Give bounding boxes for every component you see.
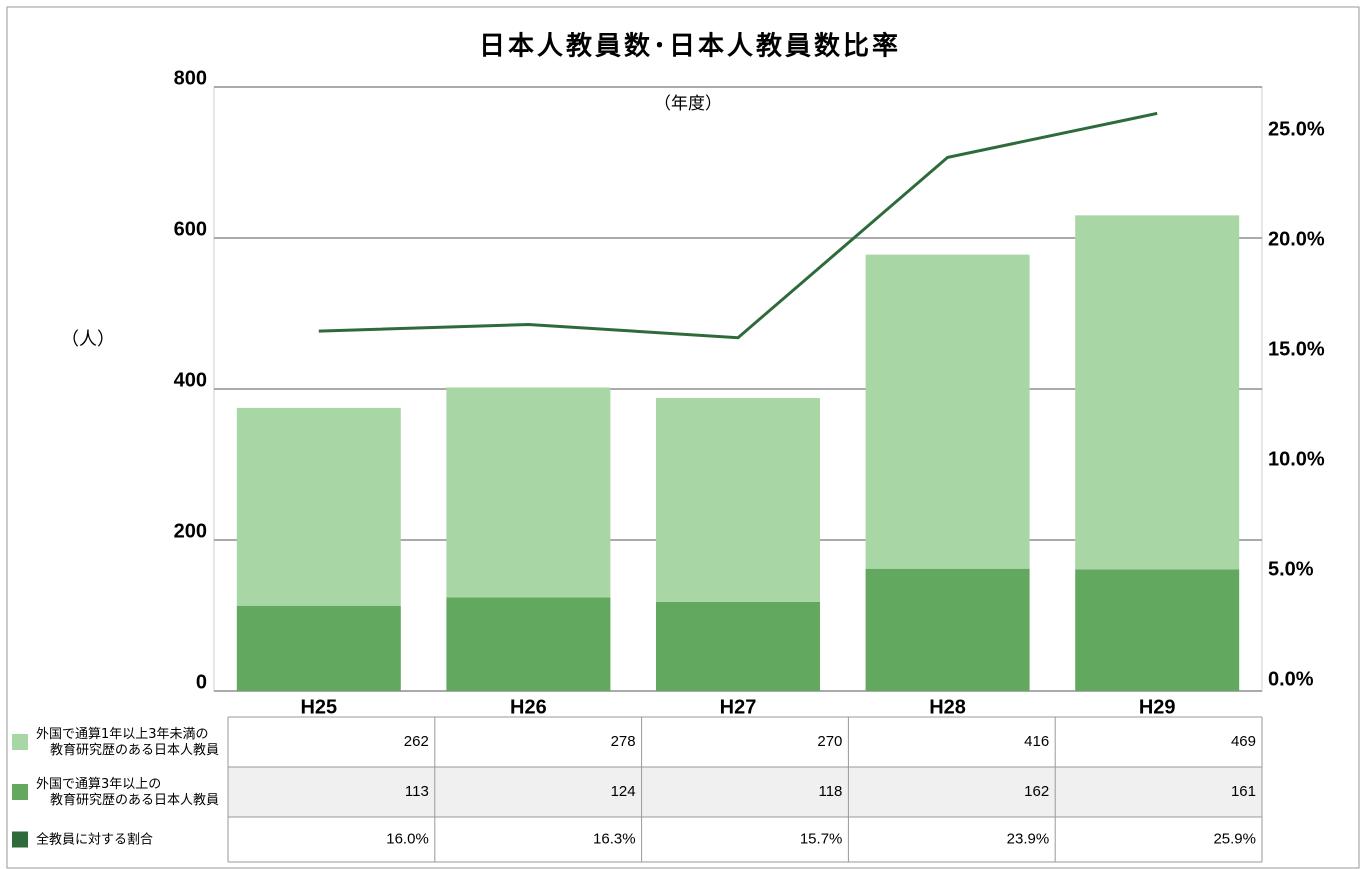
chart-title: 日本人教員数･日本人教員数比率: [479, 31, 901, 62]
table-cell: 262: [404, 733, 429, 750]
row-bg: [228, 767, 1262, 817]
y2-tick-label: 5.0%: [1268, 558, 1314, 580]
y-tick-label: 400: [174, 369, 207, 391]
bar: [446, 387, 611, 598]
x-tick-label: H26: [510, 696, 547, 718]
table-cell: 25.9%: [1213, 830, 1256, 847]
table-cell: 162: [1024, 783, 1049, 800]
bar: [865, 568, 1030, 691]
x-tick-label: H29: [1139, 696, 1176, 718]
y-tick-label: 800: [174, 67, 207, 89]
legend-swatch: [12, 784, 28, 800]
table-cell: 124: [611, 783, 636, 800]
y-tick-label: 200: [174, 520, 207, 542]
bar: [236, 407, 401, 606]
y2-tick-label: 20.0%: [1268, 228, 1325, 250]
table-cell: 15.7%: [800, 830, 843, 847]
annotation: （年度）: [654, 94, 722, 114]
bar: [865, 254, 1030, 569]
bar: [656, 398, 820, 602]
y2-tick-label: 0.0%: [1268, 668, 1314, 690]
bar: [1075, 569, 1240, 691]
table-cell: 16.0%: [386, 830, 429, 847]
table-cell: 416: [1024, 733, 1049, 750]
bar: [656, 601, 820, 691]
y2-tick-label: 25.0%: [1268, 118, 1325, 140]
y-axis-label: （人）: [61, 329, 115, 350]
legend-label: 外国で通算1年以上3年未満の教育研究歴のある日本人教員: [36, 727, 219, 758]
bar: [446, 597, 611, 691]
x-tick-label: H27: [720, 696, 757, 718]
y-tick-label: 600: [174, 218, 207, 240]
legend-label: 全教員に対する割合: [36, 831, 153, 847]
bar: [1075, 215, 1240, 570]
bar: [236, 605, 401, 691]
line: [318, 111, 1158, 340]
x-tick-label: H25: [300, 696, 337, 718]
frame: [6, 6, 1360, 869]
table-cell: 113: [405, 783, 429, 800]
table-cell: 16.3%: [593, 830, 636, 847]
table-cell: 270: [817, 733, 842, 750]
table-cell: 118: [818, 783, 842, 800]
table-cell: 161: [1231, 783, 1256, 800]
table-cell: 469: [1231, 733, 1256, 750]
table-cell: 278: [611, 733, 636, 750]
y2-tick-label: 10.0%: [1268, 448, 1325, 470]
legend-swatch: [12, 831, 28, 848]
legend-label: 外国で通算3年以上の教育研究歴のある日本人教員: [36, 777, 219, 808]
table-cell: 23.9%: [1007, 830, 1050, 847]
y-tick-label: 0: [196, 671, 207, 693]
legend-swatch: [12, 734, 28, 750]
y2-tick-label: 15.0%: [1268, 338, 1325, 360]
x-tick-label: H28: [929, 696, 966, 718]
